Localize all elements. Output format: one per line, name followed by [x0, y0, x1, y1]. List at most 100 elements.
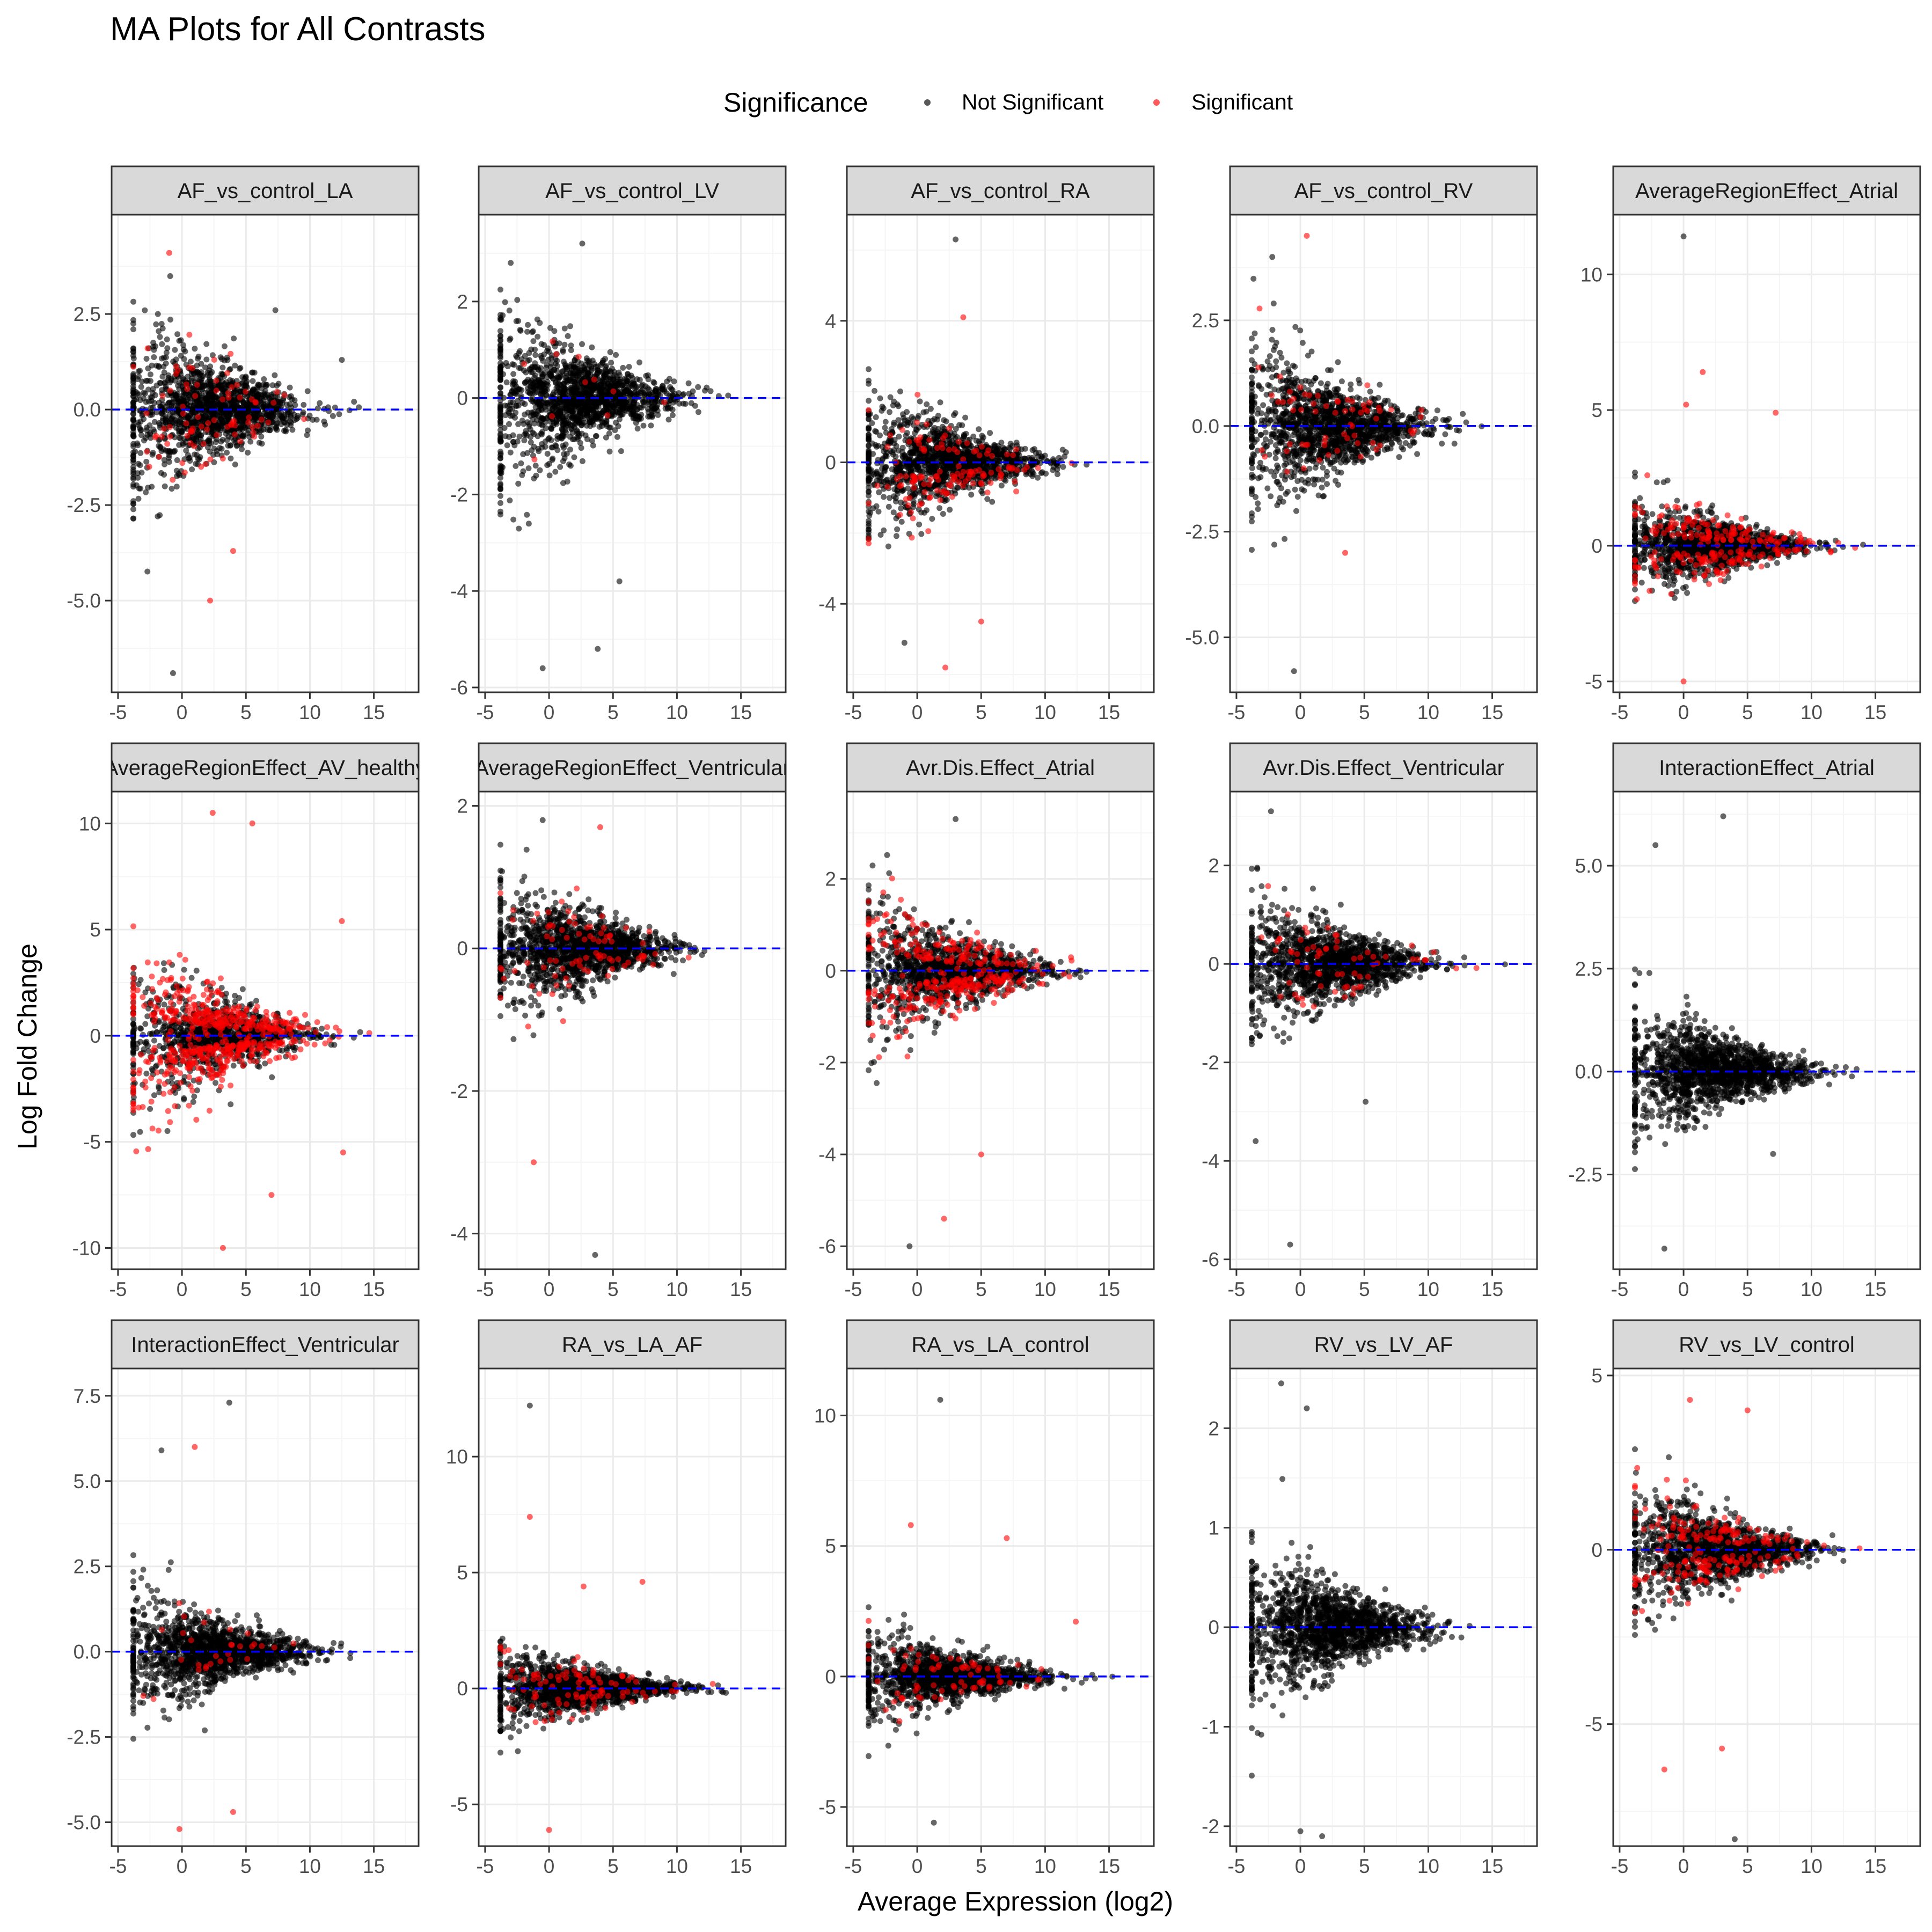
data-point-significant	[232, 431, 238, 437]
data-point	[504, 442, 510, 449]
data-point	[1324, 481, 1330, 487]
data-point	[151, 354, 157, 360]
data-point	[597, 362, 604, 368]
data-point-significant	[250, 424, 256, 430]
data-point	[176, 421, 182, 428]
data-point	[560, 458, 566, 464]
data-point	[135, 368, 142, 375]
data-point	[561, 409, 567, 415]
data-point	[162, 461, 167, 467]
data-point-significant	[225, 394, 232, 401]
data-point-significant	[903, 473, 909, 480]
data-point	[231, 335, 237, 342]
data-point-significant	[173, 371, 179, 377]
data-point	[877, 395, 883, 401]
facet-strip	[478, 165, 787, 216]
data-point	[572, 357, 578, 363]
data-point	[893, 515, 899, 522]
data-point	[569, 430, 576, 436]
data-point	[941, 417, 947, 423]
data-point	[159, 341, 165, 347]
data-point	[222, 404, 229, 411]
y-axis-title: Log Fold Change	[12, 943, 42, 1150]
data-point	[567, 323, 573, 330]
data-point	[923, 459, 929, 466]
data-point	[313, 416, 320, 423]
data-point	[147, 371, 153, 378]
data-point	[169, 486, 175, 492]
data-point	[178, 353, 184, 359]
data-point	[550, 405, 556, 412]
data-point	[579, 390, 586, 396]
data-point	[645, 413, 652, 420]
x-tick-label: 5	[976, 701, 987, 723]
data-point	[130, 464, 136, 470]
data-point	[192, 346, 198, 352]
data-point	[866, 431, 872, 438]
data-point	[518, 460, 524, 466]
data-point	[180, 342, 187, 348]
data-point	[559, 435, 565, 441]
data-point	[216, 445, 223, 451]
data-point	[225, 416, 232, 422]
data-point	[530, 429, 536, 436]
data-point	[680, 391, 686, 397]
data-point	[989, 499, 996, 505]
data-point	[174, 406, 181, 412]
data-point	[531, 443, 537, 450]
data-point	[187, 358, 194, 365]
data-point-significant	[955, 463, 962, 470]
data-point-significant	[531, 456, 538, 463]
data-point	[866, 366, 872, 372]
x-tick-label: -5	[476, 701, 494, 723]
data-point	[171, 449, 177, 455]
data-point	[548, 444, 555, 451]
data-point	[632, 413, 639, 419]
data-point	[883, 464, 889, 470]
data-point	[976, 426, 982, 433]
x-tick-label: 15	[730, 701, 752, 723]
data-point	[987, 430, 993, 436]
data-point	[130, 371, 136, 377]
data-point-significant	[921, 446, 927, 452]
data-point	[537, 379, 543, 385]
data-point	[866, 426, 872, 433]
data-point	[567, 385, 574, 391]
data-point	[272, 307, 279, 313]
data-point	[157, 379, 163, 386]
data-point	[149, 394, 155, 400]
data-point	[497, 328, 503, 334]
y-tick-label: -5.0	[67, 590, 101, 612]
data-point	[143, 356, 150, 362]
data-point	[544, 462, 551, 469]
data-point-significant	[924, 421, 930, 427]
data-point	[685, 380, 692, 386]
panel-background	[112, 215, 419, 692]
data-point	[301, 401, 307, 408]
data-point	[996, 445, 1002, 452]
data-point	[913, 462, 920, 468]
data-point-significant	[184, 433, 191, 439]
data-point-significant	[980, 471, 986, 477]
data-point-significant	[237, 394, 243, 401]
data-point	[497, 333, 503, 339]
data-point	[153, 409, 160, 415]
data-point	[639, 405, 645, 411]
data-point	[571, 454, 577, 460]
data-point	[946, 466, 953, 473]
data-point	[278, 404, 284, 410]
data-point-significant	[905, 502, 912, 509]
data-point	[885, 503, 892, 510]
x-tick-label: 15	[363, 701, 385, 723]
data-point	[517, 348, 523, 354]
data-point	[897, 388, 903, 394]
data-point-significant	[575, 354, 582, 360]
data-point-significant	[942, 432, 948, 438]
data-point	[614, 434, 620, 440]
data-point	[497, 342, 503, 348]
data-point	[224, 437, 230, 443]
data-point-significant	[970, 480, 976, 487]
data-point	[515, 480, 522, 487]
data-point	[272, 372, 278, 378]
data-point-significant	[207, 456, 214, 463]
